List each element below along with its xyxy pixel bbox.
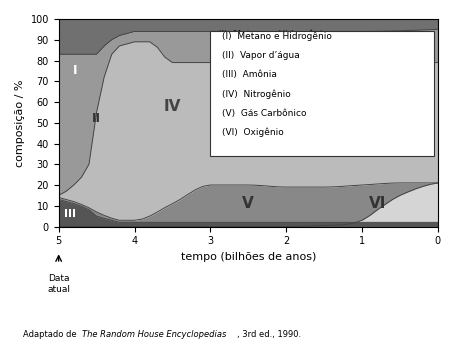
Text: (I)  Metano e Hidrogênio: (I) Metano e Hidrogênio [221,31,331,41]
Text: (V)  Gás Carbônico: (V) Gás Carbônico [221,109,306,118]
Text: V: V [242,196,253,211]
Text: I: I [73,64,77,77]
Text: (IV)  Nitrogênio: (IV) Nitrogênio [217,86,286,95]
Text: , 3rd ed., 1990.: , 3rd ed., 1990. [237,330,301,339]
Text: Data
atual: Data atual [47,274,70,294]
Text: (IV)  Nitrogênio: (IV) Nitrogênio [221,89,290,99]
Text: (V)  Gás Carbônico: (V) Gás Carbônico [217,104,302,113]
Text: IV: IV [163,98,181,114]
Text: Adaptado de: Adaptado de [23,330,79,339]
X-axis label: tempo (bilhões de anos): tempo (bilhões de anos) [180,252,315,262]
Text: (III)  Amônia: (III) Amônia [221,70,276,79]
Text: The Random House Encyclopedias: The Random House Encyclopedias [82,330,226,339]
Text: (VI)  Oxigênio: (VI) Oxigênio [221,128,283,137]
Text: (II)  Vapor d’água: (II) Vapor d’água [221,51,299,60]
Text: VI: VI [368,196,385,211]
Text: III: III [64,209,76,219]
Text: (III)  Amônia: (III) Amônia [217,67,272,76]
Text: II: II [92,112,101,125]
Y-axis label: composição / %: composição / % [15,79,25,167]
Text: (VI)  Oxigênio: (VI) Oxigênio [217,123,279,132]
FancyBboxPatch shape [210,31,433,156]
Text: (I)  Metano e Hidrogênio: (I) Metano e Hidrogênio [217,29,327,39]
Text: (II)  Vapor d’água: (II) Vapor d’água [217,48,295,57]
